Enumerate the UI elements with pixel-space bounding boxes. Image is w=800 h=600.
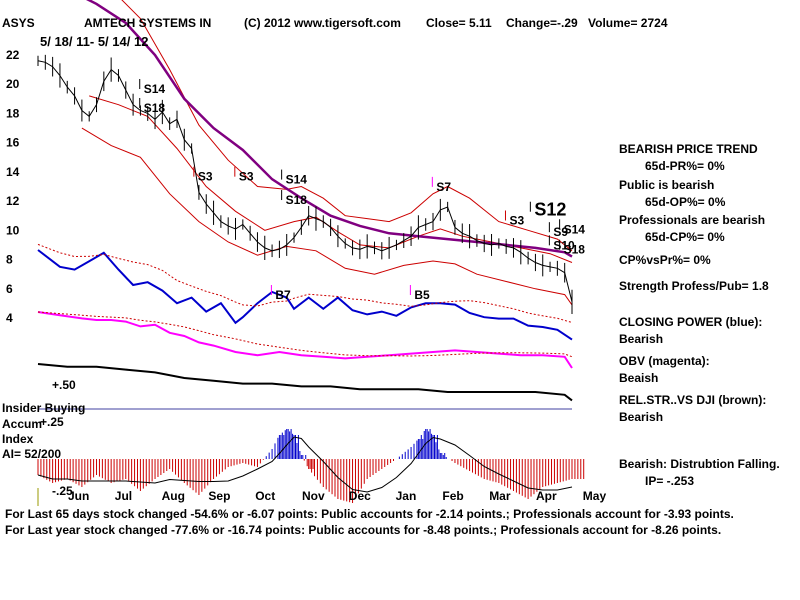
panel-obv-detail: Beaish — [619, 371, 659, 385]
signal-label: S3 — [509, 213, 524, 227]
signal-label: S14 — [564, 222, 586, 236]
month-label: Jan — [396, 489, 417, 503]
closing-power-ma-line — [37, 243, 573, 323]
lower-band-line — [81, 127, 573, 306]
accum-scale-plus: +.25 — [40, 415, 64, 429]
month-label: Oct — [255, 489, 275, 503]
month-label: Apr — [536, 489, 557, 503]
month-label: Jul — [115, 489, 132, 503]
change-value: Change=-.29 — [506, 16, 578, 30]
panel-obv: OBV (magenta): Beaish — [619, 353, 710, 387]
relstr-scale-label: +.50 — [52, 378, 76, 392]
footer-65d: For Last 65 days stock changed -54.6% or… — [5, 507, 734, 521]
middle-band-line — [89, 95, 573, 263]
ticker: ASYS — [2, 16, 35, 30]
panel-public: Public is bearish 65d-OP%= 0% — [619, 177, 725, 211]
company-name: AMTECH SYSTEMS IN — [84, 16, 212, 30]
insider-buying-label: Insider Buying — [2, 401, 86, 415]
signal-label: S14 — [144, 82, 166, 96]
footer-year: For Last year stock changed -77.6% or -1… — [5, 523, 722, 537]
month-label: Nov — [302, 489, 325, 503]
month-label: Mar — [489, 489, 511, 503]
panel-cpvspr-title: CP%vsPr%= 0% — [619, 253, 711, 267]
y-tick-label: 14 — [6, 165, 20, 179]
y-tick-label: 6 — [6, 282, 13, 296]
panel-cp-title: CLOSING POWER (blue): — [619, 315, 763, 329]
panel-pros: Professionals are bearish 65d-CP%= 0% — [619, 212, 765, 246]
panel-cp: CLOSING POWER (blue): Bearish — [619, 314, 762, 348]
y-tick-label: 12 — [6, 194, 20, 208]
accum-scale-minus: -.25 — [52, 484, 73, 498]
price-line — [37, 60, 573, 303]
panel-cpvspr: CP%vsPr%= 0% — [619, 252, 711, 269]
signal-label: S14 — [286, 173, 308, 187]
signal-label: S10 — [553, 238, 575, 252]
panel-trend-detail: 65d-PR%= 0% — [645, 159, 725, 173]
panel-strength: Strength Profess/Pub= 1.8 — [619, 278, 769, 295]
y-tick-label: 22 — [6, 48, 20, 62]
index-label: Index — [2, 432, 34, 446]
accum-ma-line — [37, 436, 573, 493]
month-label: Sep — [208, 489, 230, 503]
panel-relstr: REL.STR..VS DJI (brown): Bearish — [619, 392, 766, 426]
panel-relstr-detail: Bearish — [619, 410, 664, 424]
ai-value: AI= 52/200 — [2, 447, 62, 461]
relstr-line — [37, 363, 573, 402]
volume-value: Volume= 2724 — [588, 16, 668, 30]
close-value: Close= 5.11 — [426, 16, 492, 30]
panel-cp-detail: Bearish — [619, 332, 664, 346]
date-range: 5/ 18/ 11- 5/ 14/ 12 — [40, 34, 149, 49]
obv-line — [37, 311, 573, 369]
y-tick-label: 10 — [6, 223, 20, 237]
signal-label: S7 — [436, 180, 451, 194]
y-tick-label: 20 — [6, 77, 20, 91]
upper-band-line — [121, 0, 573, 252]
signal-label: S18 — [144, 101, 166, 115]
signal-label: S12 — [534, 200, 566, 220]
panel-relstr-title: REL.STR..VS DJI (brown): — [619, 393, 767, 407]
signal-label: S18 — [286, 193, 308, 207]
month-label: Aug — [162, 489, 185, 503]
panel-strength-title: Strength Profess/Pub= 1.8 — [619, 279, 769, 293]
panel-public-title: Public is bearish — [619, 178, 715, 192]
panel-dist-title: Bearish: Distrubtion Falling. — [619, 457, 780, 471]
panel-trend: BEARISH PRICE TREND 65d-PR%= 0% — [619, 141, 758, 175]
signal-label: S3 — [198, 170, 213, 184]
y-tick-label: 4 — [6, 311, 13, 325]
obv-ma-line — [37, 311, 573, 358]
y-tick-label: 8 — [6, 253, 13, 267]
panel-public-detail: 65d-OP%= 0% — [645, 195, 726, 209]
panel-obv-title: OBV (magenta): — [619, 354, 710, 368]
copyright: (C) 2012 www.tigersoft.com — [244, 16, 401, 30]
panel-dist-detail: IP= -.253 — [645, 474, 695, 488]
month-label: Feb — [442, 489, 463, 503]
month-label: Dec — [349, 489, 371, 503]
y-tick-label: 18 — [6, 106, 20, 120]
month-label: May — [583, 489, 607, 503]
signal-label: B5 — [414, 288, 430, 302]
panel-pros-detail: 65d-CP%= 0% — [645, 230, 725, 244]
accum-label: Accum — [2, 417, 43, 431]
panel-dist: Bearish: Distrubtion Falling. IP= -.253 — [619, 456, 780, 490]
closing-power-line — [37, 249, 573, 341]
y-tick-label: 16 — [6, 136, 20, 150]
signal-label: S3 — [239, 170, 254, 184]
signal-label: B7 — [275, 288, 291, 302]
panel-trend-title: BEARISH PRICE TREND — [619, 142, 758, 156]
signal-label: S18 — [564, 243, 586, 257]
month-label: Jun — [68, 489, 89, 503]
panel-pros-title: Professionals are bearish — [619, 213, 766, 227]
signal-label: S9 — [553, 225, 568, 239]
